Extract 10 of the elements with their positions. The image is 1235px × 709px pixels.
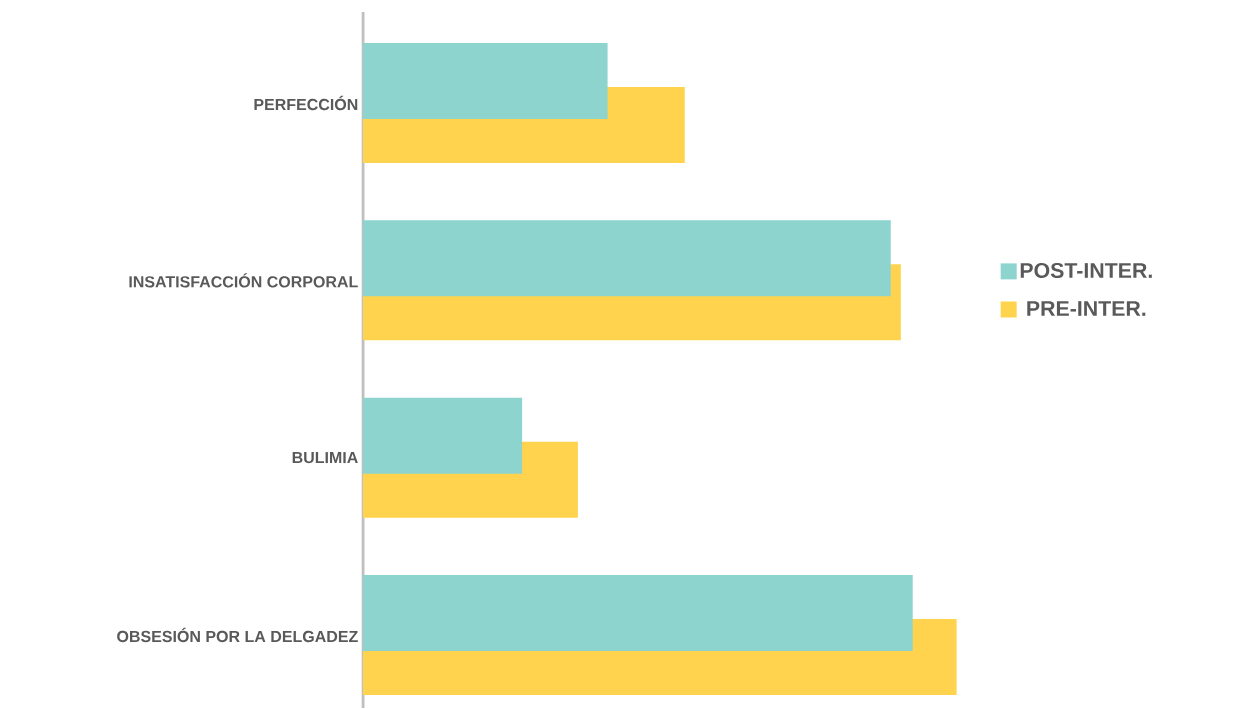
y-tick-label: PERFECCIÓN [254, 95, 358, 110]
legend-label: PRE-INTER. [1027, 300, 1146, 316]
legend-label: POST-INTER. [1020, 262, 1152, 278]
bar [363, 574, 913, 651]
y-tick-label: INSATISFACCIÓN CORPORAL [129, 272, 358, 288]
bar [363, 220, 891, 297]
y-tick-label: BULIMIA [292, 451, 358, 464]
bar [363, 42, 608, 119]
bar [363, 397, 523, 474]
y-tick-label: OBSESIÓN POR LA DELGADEZ [117, 627, 358, 642]
